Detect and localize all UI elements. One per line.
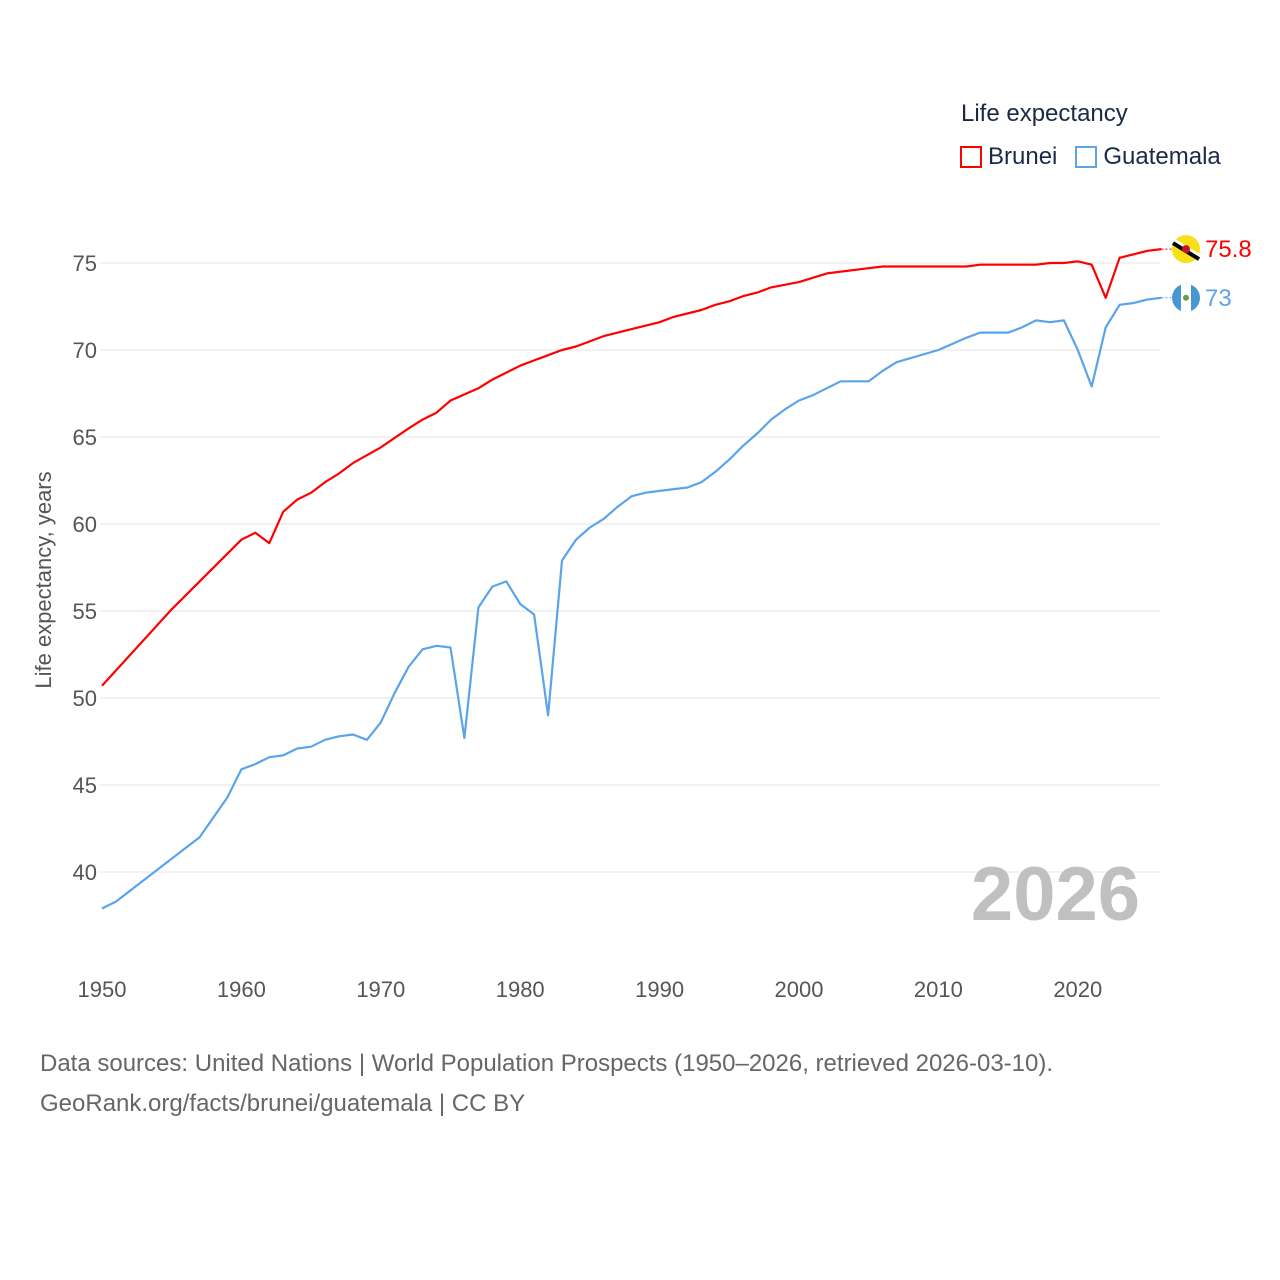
brunei-flag-icon	[1171, 235, 1201, 264]
x-tick-label: 2010	[914, 977, 963, 1002]
x-tick-label: 1980	[496, 977, 545, 1002]
y-tick-label: 75	[73, 251, 97, 276]
x-tick-label: 1970	[356, 977, 405, 1002]
y-tick-label: 65	[73, 425, 97, 450]
end-value-label: 73	[1205, 285, 1232, 312]
legend-label: Guatemala	[1103, 143, 1221, 170]
legend-label: Brunei	[988, 143, 1058, 170]
y-tick-label: 60	[73, 512, 97, 537]
series-line-brunei	[101, 248, 1162, 687]
x-tick-label: 2000	[775, 977, 824, 1002]
series-line-guatemala	[101, 296, 1162, 910]
legend: Brunei Guatemala	[960, 143, 1221, 171]
y-tick-label: 50	[73, 686, 97, 711]
x-tick-label: 1960	[217, 977, 266, 1002]
source-line: Data sources: United Nations | World Pop…	[40, 1050, 1054, 1077]
x-tick-label: 1990	[635, 977, 684, 1002]
source-note: Data sources: United Nations | World Pop…	[40, 1044, 1053, 1124]
y-tick-label: 70	[73, 338, 97, 363]
end-value-label: 75.8	[1205, 236, 1252, 263]
legend-item-brunei[interactable]: Brunei	[960, 143, 1057, 171]
source-link[interactable]: GeoRank.org/facts/brunei/guatemala | CC …	[40, 1090, 526, 1117]
legend-item-guatemala[interactable]: Guatemala	[1075, 143, 1221, 171]
y-tick-label: 40	[73, 860, 97, 885]
y-axis-label: Life expectancy, years	[31, 471, 56, 688]
legend-swatch-guatemala	[1075, 146, 1098, 168]
y-tick-label: 45	[73, 773, 97, 798]
x-tick-label: 2020	[1053, 977, 1102, 1002]
legend-title: Life expectancy	[961, 100, 1128, 127]
x-tick-label: 1950	[78, 977, 127, 1002]
y-tick-label: 55	[73, 599, 97, 624]
legend-swatch-brunei	[960, 146, 982, 168]
guatemala-flag-icon	[1172, 283, 1200, 312]
year-watermark: 2026	[971, 852, 1140, 937]
